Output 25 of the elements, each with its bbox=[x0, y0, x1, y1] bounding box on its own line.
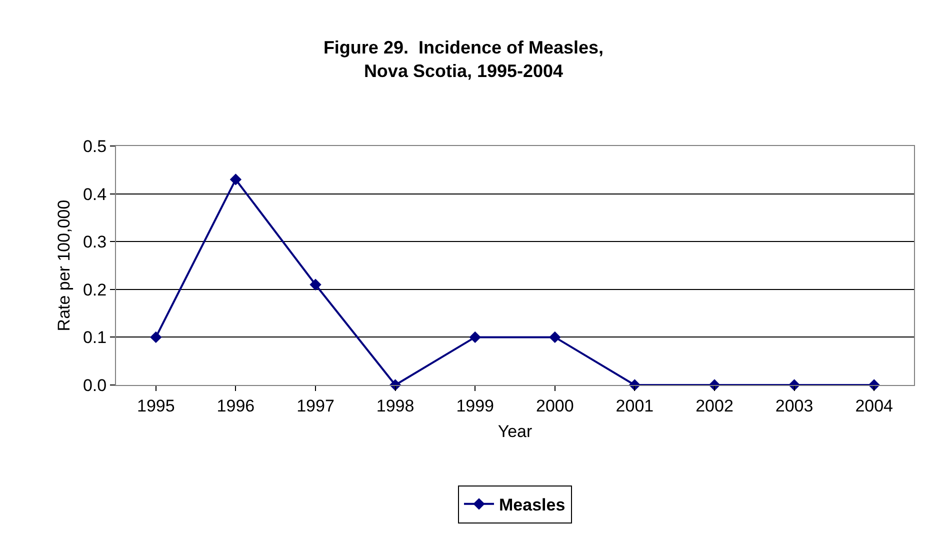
y-tick-label: 0.1 bbox=[82, 328, 107, 348]
y-tick-label: 0.3 bbox=[82, 232, 107, 252]
x-tick-label: 1997 bbox=[296, 396, 334, 416]
x-tick-label: 2003 bbox=[775, 396, 814, 416]
y-tick-label: 0.5 bbox=[82, 136, 107, 156]
point bbox=[549, 331, 561, 344]
point bbox=[230, 174, 242, 186]
point bbox=[150, 331, 162, 344]
y-tick-label: 0.2 bbox=[82, 280, 107, 300]
point bbox=[310, 278, 322, 290]
x-tick-label: 1998 bbox=[376, 396, 414, 416]
x-tick-label: 2002 bbox=[696, 396, 734, 416]
x-tick-label: 2000 bbox=[536, 396, 574, 416]
x-tick-label: 1999 bbox=[456, 396, 494, 416]
y-axis-title: Rate per 100,000 bbox=[54, 200, 74, 332]
chart-title: Figure 29. Incidence of Measles, Nova Scotia, 1995-2004 bbox=[323, 38, 604, 81]
x-tick-label: 1995 bbox=[136, 396, 175, 416]
x-axis-title: Year bbox=[498, 422, 533, 441]
y-tick-label: 0.0 bbox=[82, 376, 107, 395]
x-tick-label: 2001 bbox=[616, 396, 654, 416]
y-tick-label: 0.4 bbox=[82, 184, 107, 204]
x-tick-label: 2004 bbox=[855, 396, 894, 416]
legend-label: Measles bbox=[499, 496, 566, 515]
point bbox=[469, 331, 481, 344]
x-tick-label: 1996 bbox=[216, 396, 255, 416]
